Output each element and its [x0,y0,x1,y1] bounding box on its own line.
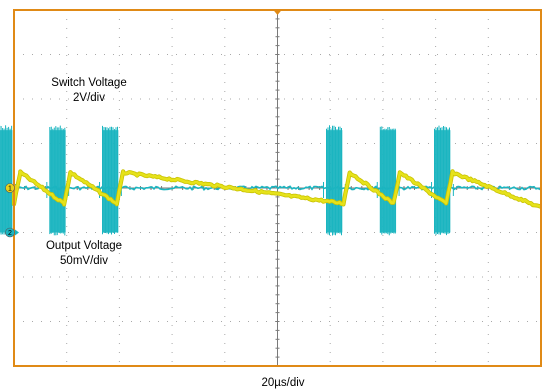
time-scale-label: 20µs/div [261,377,304,389]
switch-voltage-label: Switch Voltage [51,77,126,89]
channel-2-ground-marker-arrow [15,229,19,236]
switch-pulse [99,125,122,235]
switch-pulse-body [0,130,13,233]
channel-2-ground-marker-number: 2 [8,230,12,237]
channel-markers: 21 [5,183,19,238]
switch-voltage-baseline [13,185,541,191]
channel-2-ground-marker: 2 [5,227,19,238]
output-voltage-trace-line [12,170,542,209]
switch-pulse [0,125,16,235]
switch-pulse [46,125,70,236]
channel-1-ground-marker-arrow [15,185,19,191]
output-voltage-trace [11,169,542,209]
channel-1-ground-marker-number: 1 [8,186,12,193]
channel-1-ground-marker-dot [5,183,15,193]
output-voltage-scale-label: 50mV/div [60,255,108,267]
output-voltage-label: Output Voltage [46,240,122,252]
switch-voltage-trace [0,125,541,236]
switch-voltage-scale-label: 2V/div [73,92,105,104]
channel-1-ground-marker: 1 [5,183,19,193]
channel-2-ground-marker-dot [5,227,15,238]
switch-pulse [376,126,400,236]
trigger-position-marker [272,9,283,15]
switch-pulse [323,125,346,236]
